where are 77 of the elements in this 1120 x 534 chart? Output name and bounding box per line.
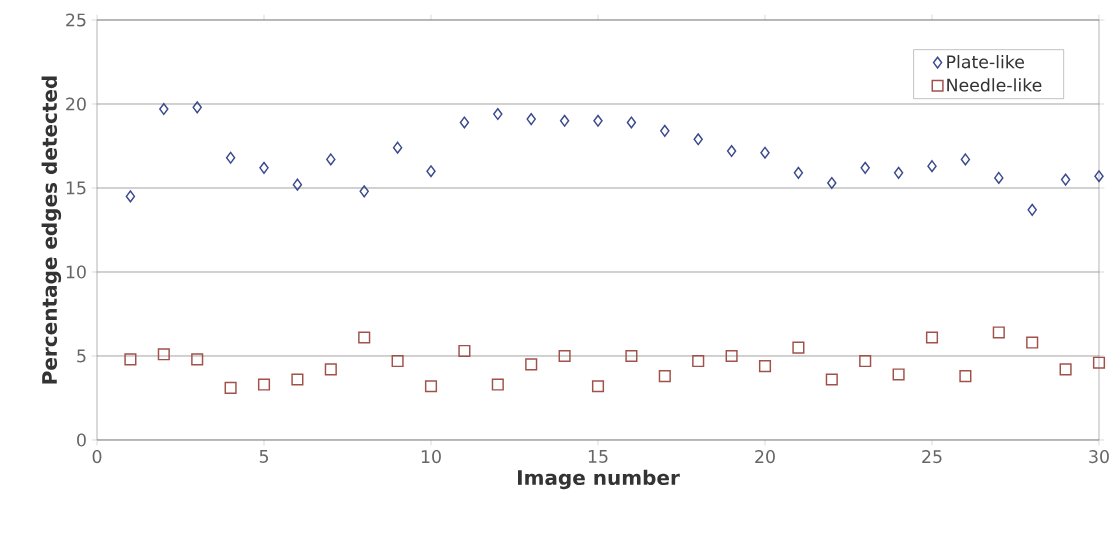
point [125,190,136,203]
y-tick-label: 5 [77,349,86,363]
point [1094,170,1104,183]
point [859,354,872,368]
point [660,124,670,137]
y-tick-label: 25 [66,13,86,27]
point [191,353,204,366]
point [159,102,169,116]
point [326,153,336,166]
point [625,349,638,363]
y-tick-label: 0 [77,433,86,447]
x-tick-label: 10 [421,450,441,464]
point [1026,336,1039,349]
point [392,141,403,154]
point [927,160,937,173]
legend-label: Needle-like [947,78,1042,92]
point [525,358,538,371]
point [925,331,939,344]
x-tick-label: 20 [755,450,775,464]
point [391,354,404,368]
point [292,178,303,191]
x-tick-label: 25 [922,450,942,464]
x-tick-label: 5 [259,450,269,463]
point [591,380,605,393]
point [526,113,536,126]
point [157,348,170,361]
y-axis-title: Percentage edges detected [41,76,62,384]
point [994,171,1004,184]
point [1092,356,1106,369]
point [257,378,271,391]
point [827,176,837,190]
legend-label: Plate-like [947,54,1024,69]
point [960,153,971,166]
point [593,114,603,127]
point [1060,173,1071,186]
point [693,133,703,146]
point [424,380,438,393]
x-tick-label: 30 [1089,450,1109,464]
point [892,368,905,381]
point [224,381,237,394]
y-tick-label: 10 [66,265,86,279]
point [324,363,337,376]
x-tick-label: 15 [588,450,608,463]
point [124,353,137,366]
point [1059,363,1072,376]
point [459,116,470,129]
point [959,370,972,383]
point [792,341,805,354]
point [225,151,236,164]
point [259,161,269,174]
x-axis-title: Image number [518,469,680,490]
point [893,166,904,179]
point [825,373,838,386]
point [426,165,436,178]
point [626,116,637,129]
point [726,144,737,158]
y-tick-label: 15 [66,181,86,195]
point [491,378,504,391]
point [559,114,570,127]
point [493,108,503,121]
point [358,331,371,344]
point [359,185,369,198]
point [192,101,202,114]
point [558,349,571,363]
point [291,373,304,386]
point [758,359,772,373]
y-tick-label: 20 [66,97,86,111]
point [692,354,705,368]
point [793,166,804,179]
point [725,349,738,363]
point [992,326,1005,339]
point [658,370,671,383]
point [1027,203,1037,216]
point [860,161,870,174]
x-tick-label: 0 [92,450,102,464]
point [458,344,471,358]
point [760,146,770,159]
